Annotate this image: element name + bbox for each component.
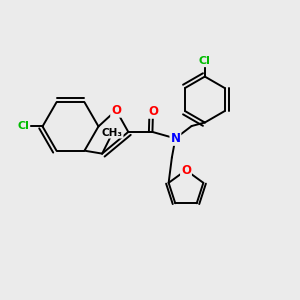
Text: O: O [181,164,191,177]
Text: Cl: Cl [17,122,29,131]
Text: N: N [170,132,180,145]
Text: Cl: Cl [199,56,211,66]
Text: O: O [148,105,158,118]
Text: O: O [111,104,121,117]
Text: CH₃: CH₃ [102,128,123,138]
